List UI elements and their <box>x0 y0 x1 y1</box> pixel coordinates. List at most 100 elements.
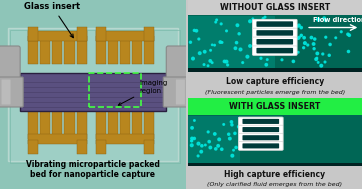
FancyBboxPatch shape <box>1 80 10 105</box>
FancyBboxPatch shape <box>28 31 87 41</box>
FancyBboxPatch shape <box>96 140 106 154</box>
FancyBboxPatch shape <box>256 48 293 53</box>
Point <box>212 132 218 136</box>
Point <box>312 38 317 41</box>
FancyBboxPatch shape <box>40 111 50 139</box>
Point <box>298 26 304 29</box>
Point <box>202 50 207 53</box>
Point <box>209 43 215 46</box>
FancyBboxPatch shape <box>20 73 166 111</box>
Point <box>314 57 320 60</box>
Point <box>302 42 308 45</box>
FancyBboxPatch shape <box>252 46 297 55</box>
FancyBboxPatch shape <box>96 111 106 139</box>
Text: Imaging
region: Imaging region <box>118 81 167 105</box>
FancyBboxPatch shape <box>188 0 362 15</box>
Point <box>214 18 219 21</box>
FancyBboxPatch shape <box>64 36 75 64</box>
FancyBboxPatch shape <box>120 36 130 64</box>
FancyBboxPatch shape <box>239 142 283 150</box>
FancyBboxPatch shape <box>144 111 154 139</box>
Point <box>189 139 195 142</box>
Point <box>296 36 302 39</box>
FancyBboxPatch shape <box>52 111 63 139</box>
FancyBboxPatch shape <box>28 134 87 144</box>
Point <box>235 24 240 27</box>
FancyBboxPatch shape <box>28 140 38 154</box>
Point <box>198 150 204 153</box>
Point <box>250 17 256 20</box>
Point <box>311 47 317 50</box>
FancyBboxPatch shape <box>96 27 106 41</box>
FancyBboxPatch shape <box>188 115 362 164</box>
FancyBboxPatch shape <box>188 98 362 115</box>
FancyBboxPatch shape <box>108 36 118 64</box>
FancyBboxPatch shape <box>28 111 38 139</box>
Point <box>320 53 326 56</box>
Point <box>253 40 259 43</box>
FancyBboxPatch shape <box>77 36 87 64</box>
Point <box>308 36 314 39</box>
Point <box>213 21 219 24</box>
Point <box>323 36 329 39</box>
FancyBboxPatch shape <box>132 36 142 64</box>
FancyBboxPatch shape <box>188 163 362 166</box>
Point <box>218 41 223 44</box>
FancyBboxPatch shape <box>28 27 38 41</box>
Point <box>315 18 321 21</box>
Point <box>189 137 195 140</box>
Point <box>280 39 286 42</box>
Text: WITH GLASS INSERT: WITH GLASS INSERT <box>229 102 320 111</box>
Point <box>295 37 301 40</box>
Point <box>278 51 284 54</box>
FancyBboxPatch shape <box>40 36 50 64</box>
Point <box>292 52 298 55</box>
Point <box>191 29 197 32</box>
Point <box>216 138 222 141</box>
Point <box>345 33 351 36</box>
Point <box>226 133 232 136</box>
Point <box>191 119 197 122</box>
Point <box>222 60 227 63</box>
Point <box>188 41 193 44</box>
Point <box>201 63 207 66</box>
Point <box>269 28 274 31</box>
Point <box>194 29 199 32</box>
FancyBboxPatch shape <box>120 111 130 139</box>
Text: Flow direction: Flow direction <box>313 17 362 23</box>
Point <box>290 20 296 23</box>
Point <box>206 140 212 143</box>
Text: Low capture efficiency: Low capture efficiency <box>226 77 324 86</box>
Point <box>219 148 225 151</box>
Point <box>263 27 269 30</box>
Point <box>237 48 243 51</box>
Point <box>197 52 203 55</box>
Point <box>224 60 230 63</box>
Point <box>296 24 302 27</box>
Text: Vibrating microparticle packed
bed for nanoparticle capture: Vibrating microparticle packed bed for n… <box>26 160 160 179</box>
FancyBboxPatch shape <box>52 36 63 64</box>
FancyBboxPatch shape <box>243 135 279 140</box>
Point <box>313 58 319 61</box>
FancyBboxPatch shape <box>239 117 283 126</box>
FancyBboxPatch shape <box>188 68 362 72</box>
FancyBboxPatch shape <box>144 27 154 41</box>
Point <box>232 132 238 135</box>
Point <box>195 154 201 157</box>
FancyBboxPatch shape <box>77 140 87 154</box>
Point <box>219 41 225 44</box>
Point <box>191 137 197 140</box>
Point <box>233 146 239 149</box>
Point <box>225 64 231 67</box>
Point <box>346 34 352 37</box>
Point <box>321 17 327 20</box>
FancyBboxPatch shape <box>188 15 362 69</box>
Point <box>259 26 265 29</box>
Point <box>231 149 236 152</box>
Point <box>240 61 245 64</box>
Point <box>233 41 239 44</box>
Point <box>262 15 268 19</box>
Point <box>315 52 320 55</box>
FancyBboxPatch shape <box>239 133 283 142</box>
Point <box>236 125 242 128</box>
